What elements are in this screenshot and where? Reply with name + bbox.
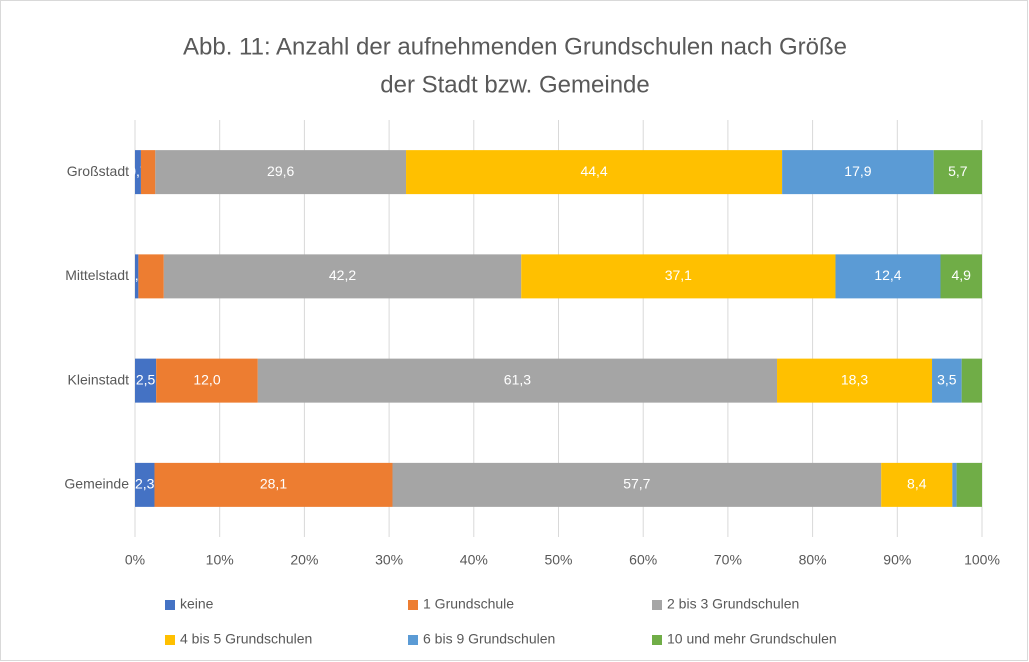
chart-title: der Stadt bzw. Gemeinde <box>380 71 649 98</box>
bar-segment <box>392 462 882 507</box>
y-tick-label: Kleinstadt <box>68 371 130 387</box>
bar-segment <box>156 358 258 403</box>
x-tick-label: 100% <box>964 552 1000 568</box>
x-tick-label: 40% <box>460 552 488 568</box>
bar-segment <box>406 150 783 195</box>
legend-swatch <box>408 600 418 610</box>
data-label: 37,1 <box>665 267 692 283</box>
bar-segment <box>961 358 982 403</box>
legend-label: 10 und mehr Grundschulen <box>667 631 837 647</box>
bar-segment <box>135 358 157 403</box>
x-tick-label: 70% <box>714 552 742 568</box>
legend-label: 1 Grundschule <box>423 596 514 612</box>
bar-segment <box>782 150 934 195</box>
bar-segment <box>835 254 941 299</box>
data-label: 42,2 <box>329 267 356 283</box>
bar-segment <box>257 358 778 403</box>
x-tick-label: 60% <box>629 552 657 568</box>
data-label: 18,3 <box>841 371 868 387</box>
bar-segment <box>956 462 982 507</box>
legend-label: keine <box>180 596 214 612</box>
legend-label: 4 bis 5 Grundschulen <box>180 631 312 647</box>
y-tick-label: Gemeinde <box>64 476 129 492</box>
bar-segment <box>521 254 836 299</box>
data-label: 3,5 <box>937 371 957 387</box>
data-label: 61,3 <box>504 371 531 387</box>
y-tick-label: Mittelstadt <box>65 267 129 283</box>
data-label: 5,7 <box>948 163 968 179</box>
bar-segment <box>932 358 962 403</box>
x-tick-label: 80% <box>799 552 827 568</box>
bar-segment <box>155 150 407 195</box>
bar-segment <box>138 254 164 299</box>
legend-label: 6 bis 9 Grundschulen <box>423 631 555 647</box>
x-tick-label: 50% <box>544 552 572 568</box>
data-label: 2,3 <box>135 476 155 492</box>
legend-swatch <box>165 600 175 610</box>
legend-label: 2 bis 3 Grundschulen <box>667 596 799 612</box>
data-label: 4,9 <box>952 267 972 283</box>
data-label: 12,4 <box>874 267 901 283</box>
bar-segment <box>135 462 155 507</box>
legend-swatch <box>165 635 175 645</box>
legend-swatch <box>652 600 662 610</box>
y-tick-label: Großstadt <box>67 163 129 179</box>
data-label: 17,9 <box>844 163 871 179</box>
bar-segment <box>154 462 393 507</box>
bar-segment <box>135 254 139 299</box>
bar-segment <box>135 150 141 195</box>
data-label: 44,4 <box>580 163 607 179</box>
bar-segment <box>881 462 953 507</box>
data-label: 57,7 <box>623 476 650 492</box>
data-label: 29,6 <box>267 163 294 179</box>
bar-segment <box>140 150 156 195</box>
bar-segment <box>777 358 933 403</box>
data-label: 12,0 <box>193 371 220 387</box>
x-tick-label: 20% <box>290 552 318 568</box>
x-tick-label: 0% <box>125 552 145 568</box>
data-label: 28,1 <box>260 476 287 492</box>
legend-swatch <box>408 635 418 645</box>
bar-segment <box>163 254 522 299</box>
legend-swatch <box>652 635 662 645</box>
bar-segment <box>933 150 982 195</box>
data-label: 8,4 <box>907 476 927 492</box>
chart-title: Abb. 11: Anzahl der aufnehmenden Grundsc… <box>183 33 847 60</box>
x-tick-label: 30% <box>375 552 403 568</box>
x-tick-label: 90% <box>883 552 911 568</box>
x-tick-label: 10% <box>206 552 234 568</box>
bar-segment <box>952 462 957 507</box>
data-label: 2,5 <box>136 371 156 387</box>
bar-segment <box>940 254 982 299</box>
